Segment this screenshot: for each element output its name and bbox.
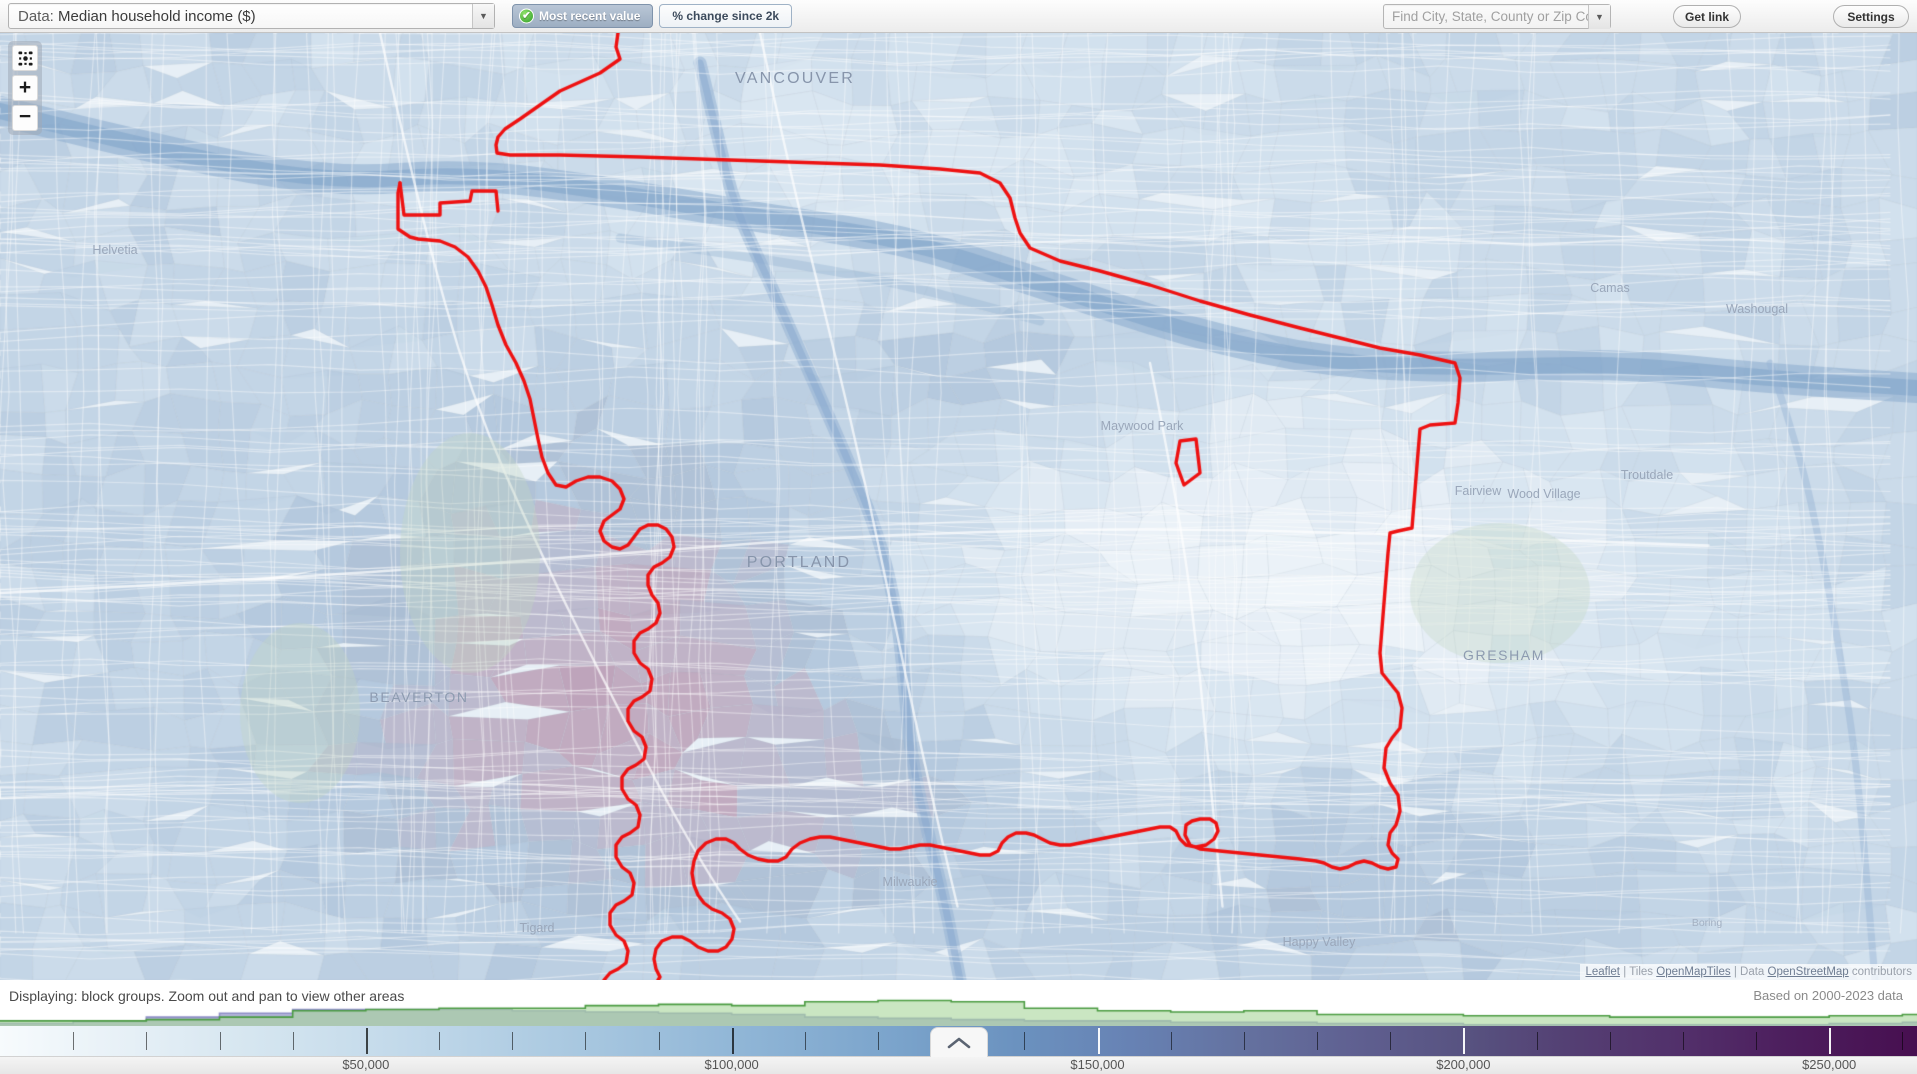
legend-tick bbox=[1317, 1032, 1319, 1050]
legend-tick bbox=[439, 1032, 440, 1050]
legend-axis-label: $250,000 bbox=[1802, 1057, 1857, 1072]
legend-tick bbox=[1756, 1032, 1758, 1050]
minus-icon: − bbox=[18, 104, 32, 128]
get-link-button[interactable]: Get link bbox=[1673, 5, 1741, 28]
legend-tick bbox=[292, 1032, 294, 1050]
settings-label: Settings bbox=[1847, 9, 1895, 24]
legend-tick bbox=[1097, 1028, 1100, 1054]
attribution-tiles-prefix: Tiles bbox=[1629, 966, 1654, 978]
legend-axis-label: $50,000 bbox=[342, 1057, 390, 1072]
chevron-down-icon[interactable]: ▼ bbox=[472, 4, 494, 28]
check-icon: ✔ bbox=[519, 8, 534, 24]
zoom-in-button[interactable]: + bbox=[12, 75, 38, 101]
legend-tick bbox=[1390, 1032, 1392, 1050]
legend-tick bbox=[658, 1032, 660, 1050]
map-attribution: Leaflet | Tiles OpenMapTiles | Data Open… bbox=[1580, 964, 1917, 980]
legend-axis-label: $200,000 bbox=[1436, 1057, 1491, 1072]
percent-change-button[interactable]: % change since 2k bbox=[659, 4, 793, 28]
legend-axis-label: $100,000 bbox=[704, 1057, 759, 1072]
data-select-value: Median household income ($) bbox=[58, 7, 256, 25]
most-recent-value-label: Most recent value bbox=[539, 9, 641, 23]
legend-tick bbox=[1609, 1032, 1611, 1050]
map-controls: + − bbox=[8, 41, 42, 135]
attribution-leaflet-link[interactable]: Leaflet bbox=[1585, 966, 1620, 978]
legend-tick bbox=[585, 1032, 587, 1050]
legend-tick bbox=[1682, 1032, 1684, 1050]
legend-tick bbox=[512, 1032, 514, 1050]
legend-axis bbox=[0, 1056, 1917, 1074]
attribution-openmaptiles-link[interactable]: OpenMapTiles bbox=[1656, 966, 1731, 978]
legend-tick bbox=[731, 1028, 734, 1054]
data-select-label: Data: Median household income ($) bbox=[18, 7, 256, 25]
top-toolbar: Data: Median household income ($) ▼ ✔ Mo… bbox=[0, 0, 1917, 33]
location-search-input[interactable]: Find City, State, County or Zip Code ▼ bbox=[1383, 4, 1611, 29]
legend-tick bbox=[1024, 1032, 1026, 1050]
location-search-placeholder: Find City, State, County or Zip Code bbox=[1392, 9, 1608, 24]
plus-icon: + bbox=[18, 75, 32, 99]
legend-tick bbox=[365, 1028, 368, 1054]
legend-tick bbox=[1170, 1032, 1172, 1050]
data-variable-select[interactable]: Data: Median household income ($) ▼ bbox=[8, 3, 495, 29]
attribution-contributors: contributors bbox=[1851, 966, 1912, 978]
fullscreen-expand-icon[interactable] bbox=[12, 45, 38, 71]
search-chevron-down-icon[interactable]: ▼ bbox=[1588, 5, 1610, 29]
legend-tick bbox=[73, 1032, 75, 1050]
legend-tick bbox=[878, 1032, 879, 1050]
legend-tick bbox=[1829, 1028, 1832, 1054]
attribution-openstreetmap-link[interactable]: OpenStreetMap bbox=[1767, 966, 1849, 978]
legend-tick bbox=[1243, 1032, 1245, 1050]
legend-tick bbox=[1463, 1028, 1466, 1054]
legend-axis-label: $150,000 bbox=[1070, 1057, 1125, 1072]
chevron-up-icon bbox=[947, 1037, 970, 1048]
attribution-separator-2: | bbox=[1733, 966, 1737, 978]
collapse-legend-button[interactable] bbox=[929, 1027, 988, 1057]
most-recent-value-button[interactable]: ✔ Most recent value bbox=[512, 4, 654, 28]
zoom-out-button[interactable]: − bbox=[12, 105, 38, 131]
map-tiles-choropleth bbox=[0, 33, 1917, 980]
map-viewport[interactable]: + − VANCOUVER PORTLAND BEAVERTON GRESHAM Hel… bbox=[0, 33, 1917, 980]
legend-tick bbox=[1536, 1032, 1538, 1050]
legend-tick bbox=[219, 1032, 221, 1050]
settings-button[interactable]: Settings bbox=[1833, 5, 1909, 28]
legend-tick bbox=[1902, 1032, 1904, 1050]
value-mode-toggle-group: ✔ Most recent value % change since 2k bbox=[512, 4, 793, 28]
legend-tick bbox=[146, 1032, 148, 1050]
distribution-histogram bbox=[0, 994, 1917, 1026]
attribution-separator: | bbox=[1623, 966, 1627, 978]
get-link-label: Get link bbox=[1684, 9, 1729, 24]
percent-change-label: % change since 2k bbox=[672, 9, 780, 23]
attribution-data-prefix: Data bbox=[1740, 966, 1765, 978]
legend-tick bbox=[804, 1032, 806, 1050]
